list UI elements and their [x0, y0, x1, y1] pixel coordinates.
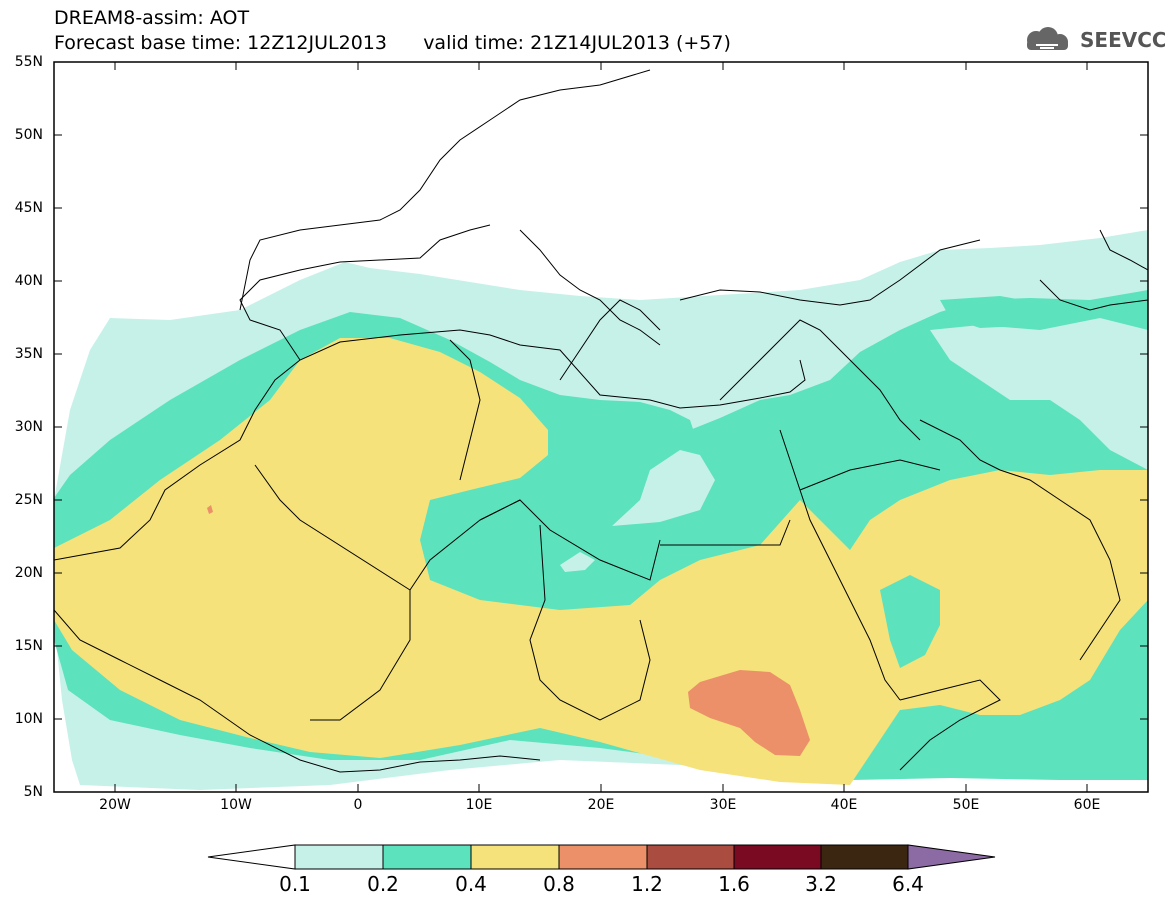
lon-label-30e: 30E [709, 797, 737, 813]
lon-label-20e: 20E [587, 797, 615, 813]
colorbar-upper-arrow [907, 844, 996, 870]
colorbar-label: 3.2 [805, 872, 837, 896]
colorbar-swatch-2 [382, 844, 472, 870]
map-title: DREAM8-assim: AOT [54, 7, 250, 29]
colorbar-label: 6.4 [892, 872, 924, 896]
colorbar-swatch-7 [820, 844, 909, 870]
colorbar-swatch-1 [294, 844, 384, 870]
colorbar-label: 0.2 [367, 872, 399, 896]
lon-label-20w: 20W [99, 797, 131, 813]
colorbar-label: 1.6 [718, 872, 750, 896]
lon-label-50e: 50E [952, 797, 980, 813]
lat-label-55n: 55N [14, 54, 43, 70]
colorbar-label: 0.1 [279, 872, 311, 896]
lon-label-60e: 60E [1073, 797, 1101, 813]
coastlines [54, 69, 1148, 773]
aot-band-0.4 [54, 338, 1148, 785]
lat-label-20n: 20N [14, 565, 43, 581]
lat-label-35n: 35N [14, 346, 43, 362]
colorbar-swatch-3 [470, 844, 560, 870]
colorbar-label: 0.4 [455, 872, 487, 896]
lon-label-10w: 10W [220, 797, 252, 813]
lat-label-25n: 25N [14, 492, 43, 508]
colorbar [207, 844, 996, 870]
logo-text: SEEVCCC [1080, 28, 1165, 52]
lat-label-10n: 10N [14, 711, 43, 727]
lon-label-0: 0 [353, 797, 363, 813]
lat-label-50n: 50N [14, 127, 43, 143]
colorbar-lower-arrow [207, 844, 296, 870]
colorbar-swatch-5 [646, 844, 735, 870]
axis-ticks [54, 61, 1148, 792]
colorbar-label: 0.8 [543, 872, 575, 896]
colorbar-label: 1.2 [631, 872, 663, 896]
cloud-icon [1027, 27, 1068, 50]
colorbar-swatch-6 [733, 844, 822, 870]
lat-label-5n: 5N [23, 784, 43, 800]
lon-label-10e: 10E [465, 797, 493, 813]
forecast-time-subtitle: Forecast base time: 12Z12JUL2013 valid t… [54, 32, 731, 54]
colorbar-swatch-4 [558, 844, 648, 870]
lat-label-15n: 15N [14, 638, 43, 654]
lat-label-30n: 30N [14, 419, 43, 435]
lat-label-40n: 40N [14, 273, 43, 289]
lon-label-40e: 40E [830, 797, 858, 813]
lat-label-45n: 45N [14, 200, 43, 216]
aot-band-0.8 [688, 670, 810, 756]
